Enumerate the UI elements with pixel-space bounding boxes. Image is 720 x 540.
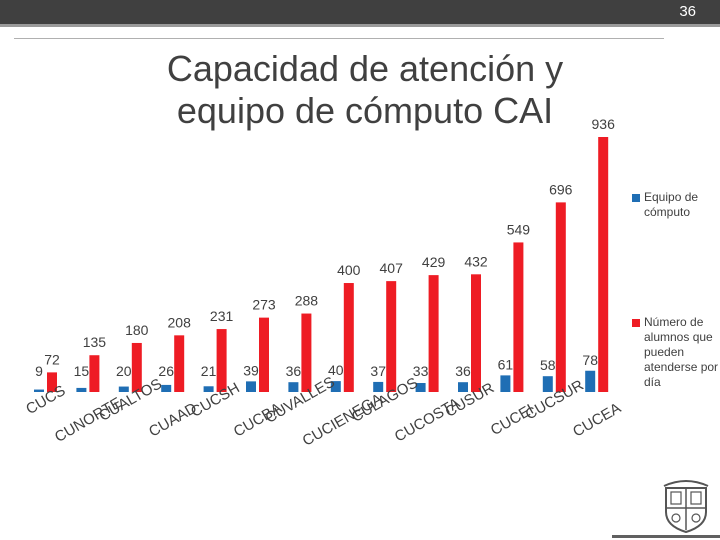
data-label-alumnos-cualtos: 180 bbox=[125, 322, 149, 338]
bar-alumnos-cucosta bbox=[428, 275, 439, 392]
bar-alumnos-cuvalles bbox=[301, 313, 312, 392]
data-label-equipo-cucs: 9 bbox=[35, 363, 43, 379]
data-label-alumnos-cuvalles: 288 bbox=[295, 293, 319, 309]
data-label-alumnos-cunorte: 135 bbox=[83, 334, 107, 350]
bottom-bar bbox=[612, 535, 720, 538]
data-label-alumnos-cuaad: 208 bbox=[168, 314, 192, 330]
category-label-cucea: CUCEA bbox=[570, 400, 624, 441]
data-label-equipo-cucba: 39 bbox=[243, 362, 259, 378]
bar-alumnos-cucsh bbox=[216, 329, 227, 392]
bar-alumnos-cualtos bbox=[131, 342, 142, 392]
bar-alumnos-cucienega bbox=[343, 283, 354, 392]
bar-equipo-cuvalles bbox=[288, 382, 299, 392]
top-bar bbox=[0, 0, 720, 24]
bar-equipo-cusur bbox=[458, 382, 468, 392]
data-label-alumnos-culagos: 407 bbox=[380, 260, 404, 276]
data-label-alumnos-cucs: 72 bbox=[44, 351, 60, 367]
data-label-equipo-cuaad: 26 bbox=[158, 363, 174, 379]
data-label-alumnos-cucea: 936 bbox=[592, 116, 616, 132]
legend-swatch-equipo bbox=[632, 194, 640, 202]
slide-title: Capacidad de atención y equipo de cómput… bbox=[166, 48, 564, 131]
page-number: 36 bbox=[679, 3, 696, 20]
bar-equipo-cuaad bbox=[161, 384, 172, 392]
data-label-equipo-cucei: 61 bbox=[498, 356, 514, 372]
data-label-equipo-cucea: 78 bbox=[582, 352, 598, 368]
bar-equipo-cucba bbox=[246, 381, 256, 392]
data-label-alumnos-cucba: 273 bbox=[252, 297, 276, 313]
category-label-cucsur: CUCSUR bbox=[523, 377, 587, 424]
bar-equipo-cucienega bbox=[330, 381, 341, 392]
data-label-equipo-cusur: 36 bbox=[455, 363, 471, 379]
data-label-alumnos-cusur: 432 bbox=[464, 253, 488, 269]
data-label-alumnos-cucosta: 429 bbox=[422, 254, 446, 270]
bar-alumnos-cunorte bbox=[89, 355, 100, 392]
bar-alumnos-cucea bbox=[598, 137, 609, 392]
title-rule bbox=[14, 38, 664, 39]
data-label-equipo-cucsh: 21 bbox=[201, 363, 217, 379]
bar-alumnos-cucs bbox=[47, 372, 57, 392]
data-label-alumnos-cucei: 549 bbox=[507, 221, 531, 237]
data-label-equipo-cucosta: 33 bbox=[413, 363, 429, 379]
bar-equipo-cucei bbox=[500, 375, 511, 392]
data-label-equipo-cucsur: 58 bbox=[540, 357, 556, 373]
data-label-equipo-cuvalles: 36 bbox=[286, 363, 302, 379]
bar-equipo-cucosta bbox=[415, 383, 426, 392]
data-label-equipo-cualtos: 20 bbox=[116, 363, 132, 379]
bar-alumnos-cucei bbox=[513, 242, 524, 392]
category-label-cucs: CUCS bbox=[23, 382, 68, 418]
data-label-alumnos-cucsh: 231 bbox=[210, 308, 234, 324]
data-label-equipo-culagos: 37 bbox=[370, 363, 386, 379]
bar-alumnos-cuaad bbox=[174, 335, 185, 392]
data-label-alumnos-cucsur: 696 bbox=[549, 181, 573, 197]
bar-equipo-cualtos bbox=[118, 386, 129, 392]
bar-alumnos-culagos bbox=[386, 281, 397, 392]
data-label-equipo-cucienega: 40 bbox=[328, 362, 344, 378]
category-label-cucsh: CUCSH bbox=[188, 379, 243, 420]
legend-label-alumnos: Número de alumnos que pueden atenderse p… bbox=[644, 315, 719, 389]
bar-equipo-cucs bbox=[34, 389, 44, 392]
data-label-alumnos-cucienega: 400 bbox=[337, 262, 361, 278]
bar-alumnos-cusur bbox=[471, 274, 481, 392]
bar-equipo-culagos bbox=[373, 381, 384, 392]
bar-equipo-cucea bbox=[585, 370, 596, 392]
bar-alumnos-cucba bbox=[259, 317, 269, 392]
top-divider bbox=[0, 24, 720, 27]
bar-equipo-cucsur bbox=[542, 376, 553, 392]
bar-alumnos-cucsur bbox=[555, 202, 566, 392]
legend-swatch-alumnos bbox=[632, 319, 640, 327]
bar-equipo-cunorte bbox=[76, 387, 87, 392]
university-crest-icon bbox=[663, 480, 709, 534]
bar-equipo-cucsh bbox=[203, 386, 214, 392]
data-label-equipo-cunorte: 15 bbox=[74, 363, 90, 379]
legend-label-equipo: Equipo de cómputo bbox=[644, 190, 699, 219]
